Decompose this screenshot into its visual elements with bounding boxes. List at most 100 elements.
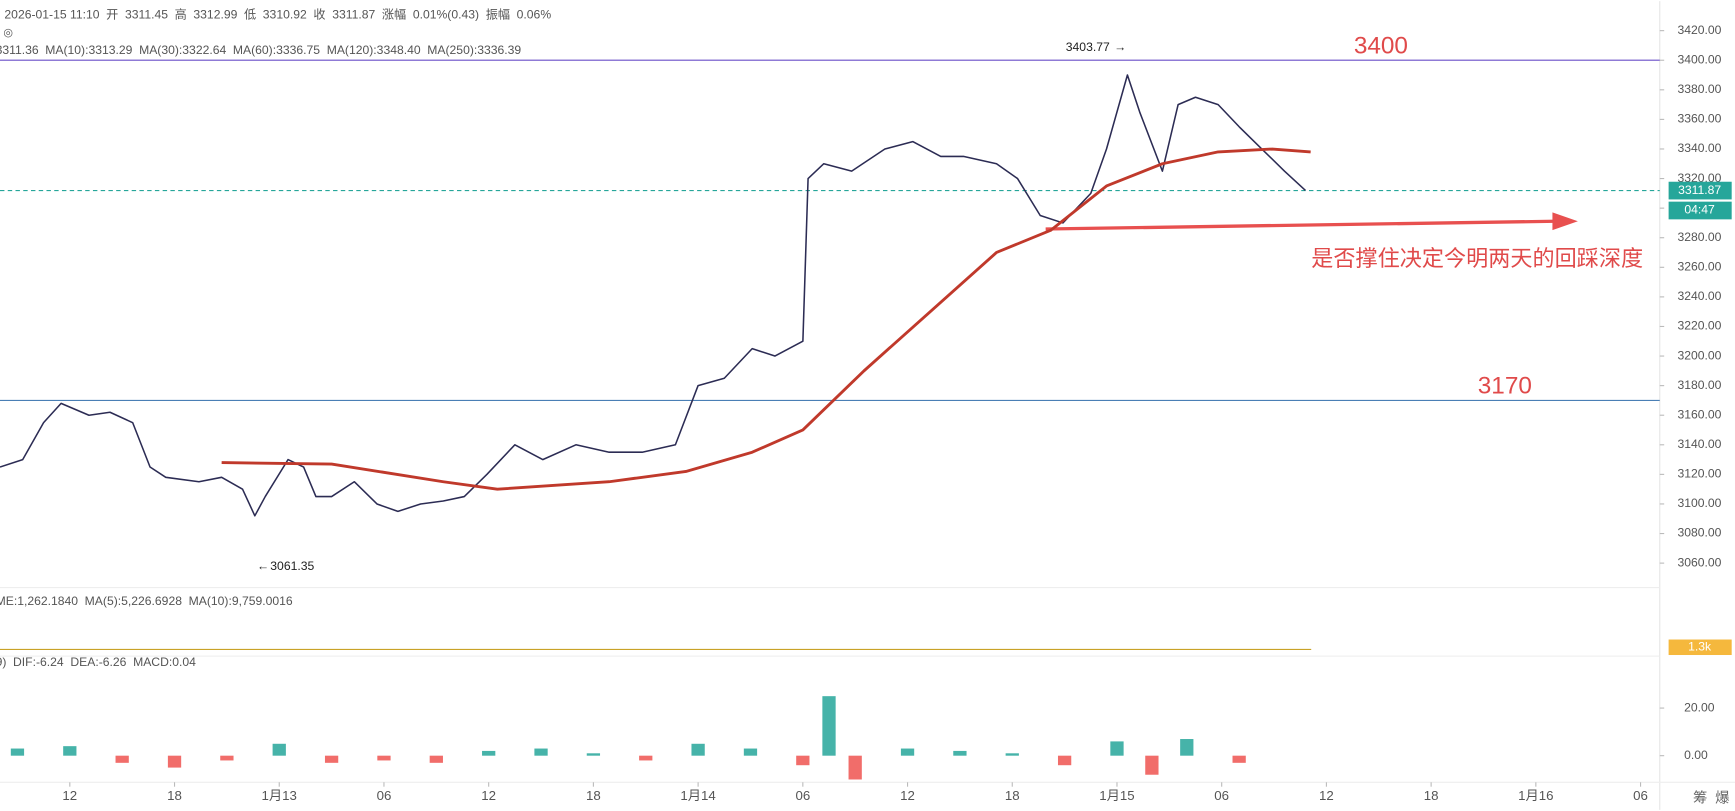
macd-bar bbox=[377, 755, 391, 761]
ma-legend: MA(120):3348.40 bbox=[327, 43, 421, 57]
low-label: 3061.35 bbox=[270, 559, 314, 573]
macd-bar bbox=[324, 755, 339, 763]
macd-bar bbox=[220, 755, 234, 761]
x-tick-label: 06 bbox=[1214, 788, 1229, 803]
macd-bar bbox=[848, 755, 862, 780]
y-tick-label: 3200.00 bbox=[1677, 348, 1721, 362]
y-tick-label: 3060.00 bbox=[1677, 555, 1721, 569]
macd-bar bbox=[1180, 739, 1194, 756]
countdown: 04:47 bbox=[1684, 203, 1715, 217]
last-price-box bbox=[1668, 181, 1732, 200]
x-tick-label: 1月16 bbox=[1518, 788, 1553, 803]
high-label: 3403.77 bbox=[1066, 40, 1110, 54]
macd-bar bbox=[743, 748, 758, 756]
macd-bar bbox=[796, 755, 810, 766]
high-arrow: → bbox=[1114, 40, 1126, 54]
ohlc-header: 收 bbox=[313, 8, 325, 22]
x-tick-label: 1月15 bbox=[1099, 788, 1134, 803]
y-tick-label: 3160.00 bbox=[1677, 407, 1721, 421]
x-tick-label: 06 bbox=[795, 788, 810, 803]
x-tick-label: 18 bbox=[1005, 788, 1020, 803]
toolbar-icon[interactable]: 筹 bbox=[1693, 790, 1707, 807]
y-tick-label: 3280.00 bbox=[1677, 230, 1721, 244]
volume-legend: MA(5):5,226.6928 bbox=[85, 594, 183, 608]
level-label: 3170 bbox=[1478, 373, 1532, 400]
x-tick-label: 12 bbox=[900, 788, 915, 803]
volume-tag-label: 1.3k bbox=[1688, 639, 1712, 653]
hide-icon[interactable]: ◎ bbox=[3, 27, 13, 39]
y-tick-label: 0.00 bbox=[1684, 748, 1708, 762]
ma-legend: MA(10):3313.29 bbox=[45, 43, 132, 57]
ohlc-header: 高 bbox=[175, 7, 187, 22]
y-tick-label: 3260.00 bbox=[1677, 260, 1721, 274]
y-tick-label: 3100.00 bbox=[1677, 496, 1721, 510]
macd-bar bbox=[1110, 741, 1124, 756]
macd-bar bbox=[429, 755, 443, 763]
x-tick-label: 12 bbox=[1319, 788, 1334, 803]
y-tick-label: 3420.00 bbox=[1677, 23, 1721, 37]
ma-legend: 3311.36 bbox=[0, 43, 39, 57]
macd-bar bbox=[691, 743, 705, 756]
price-line bbox=[221, 147, 1311, 491]
ohlc-header: 3311.45 bbox=[125, 8, 168, 22]
ohlc-header: 低 bbox=[244, 8, 256, 22]
macd-bar bbox=[1145, 755, 1159, 775]
macd-bar bbox=[1005, 753, 1019, 756]
macd-legend: DEA:-6.26 bbox=[70, 655, 126, 669]
y-tick-label: 3380.00 bbox=[1677, 82, 1721, 96]
toolbar-icon[interactable]: 爆 bbox=[1715, 790, 1730, 807]
volume-legend: ME:1,262.1840 bbox=[0, 594, 78, 608]
macd-bar bbox=[900, 748, 915, 756]
y-tick-label: 3400.00 bbox=[1677, 52, 1721, 66]
x-tick-label: 18 bbox=[586, 788, 601, 803]
macd-legend: MACD:0.04 bbox=[133, 655, 196, 669]
y-tick-label: 20.00 bbox=[1684, 700, 1715, 714]
annotation-arrow bbox=[1045, 219, 1555, 231]
y-tick-label: 3320.00 bbox=[1677, 171, 1721, 185]
macd-bar bbox=[167, 755, 182, 768]
y-tick-label: 3360.00 bbox=[1677, 112, 1721, 126]
volume-tag bbox=[1668, 639, 1732, 656]
macd-bar bbox=[953, 750, 967, 756]
ohlc-header: 3310.92 bbox=[263, 8, 307, 22]
macd-bar bbox=[534, 748, 548, 756]
last-price-label: 3311.87 bbox=[1678, 183, 1721, 197]
macd-bar bbox=[822, 696, 836, 756]
x-tick-label: 06 bbox=[1633, 788, 1648, 803]
macd-bar bbox=[1057, 755, 1072, 766]
ma-legend: MA(60):3336.75 bbox=[233, 43, 320, 57]
macd-bar bbox=[1232, 755, 1246, 763]
macd-bar bbox=[639, 755, 653, 761]
x-tick-label: 18 bbox=[167, 788, 182, 803]
annotation: 是否撑住决定今明两天的回踩深度 bbox=[1311, 246, 1643, 271]
ohlc-header: 0.06% bbox=[517, 8, 552, 22]
macd-bar bbox=[63, 746, 77, 756]
x-tick-label: 18 bbox=[1424, 788, 1439, 803]
ohlc-header: 2026-01-15 11:10 bbox=[4, 8, 99, 22]
macd-bar bbox=[482, 750, 496, 756]
volume-legend: MA(10):9,759.0016 bbox=[189, 594, 293, 608]
y-tick-label: 3240.00 bbox=[1677, 289, 1721, 303]
ohlc-header: 开 bbox=[106, 8, 118, 22]
y-tick-label: 3220.00 bbox=[1677, 319, 1721, 333]
y-tick-label: 3120.00 bbox=[1677, 467, 1721, 481]
y-tick-label: 3180.00 bbox=[1677, 378, 1721, 392]
ohlc-header: 涨幅 bbox=[382, 7, 406, 22]
countdown-box bbox=[1668, 201, 1732, 220]
ma-legend: MA(250):3336.39 bbox=[427, 43, 521, 57]
ohlc-header: 振幅 bbox=[486, 7, 510, 22]
x-tick-label: 1月13 bbox=[262, 788, 297, 803]
ma-legend: MA(30):3322.64 bbox=[139, 43, 226, 57]
x-tick-label: 06 bbox=[377, 788, 392, 803]
ohlc-header: 0.01%(0.43) bbox=[413, 8, 479, 22]
macd-bar bbox=[115, 755, 129, 763]
macd-legend: 9) bbox=[0, 655, 6, 669]
x-tick-label: 12 bbox=[481, 788, 496, 803]
y-tick-label: 3340.00 bbox=[1677, 141, 1721, 155]
price-line bbox=[0, 74, 1306, 517]
low-arrow: ← bbox=[257, 559, 269, 573]
macd-bar bbox=[10, 748, 25, 756]
ohlc-header: 3311.87 bbox=[332, 8, 375, 22]
x-tick-label: 1月14 bbox=[680, 788, 715, 803]
